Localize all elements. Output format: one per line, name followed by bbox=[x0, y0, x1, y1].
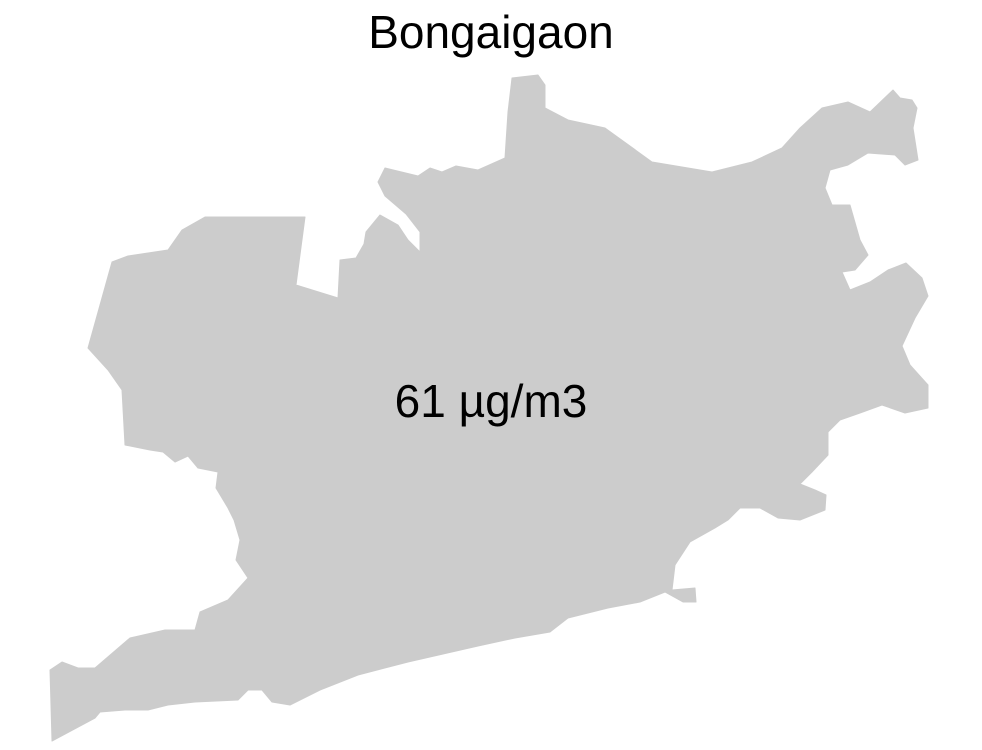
pollution-value-label: 61 µg/m3 bbox=[394, 375, 588, 427]
map-title: Bongaigaon bbox=[368, 6, 614, 58]
district-region-shape bbox=[49, 74, 929, 742]
